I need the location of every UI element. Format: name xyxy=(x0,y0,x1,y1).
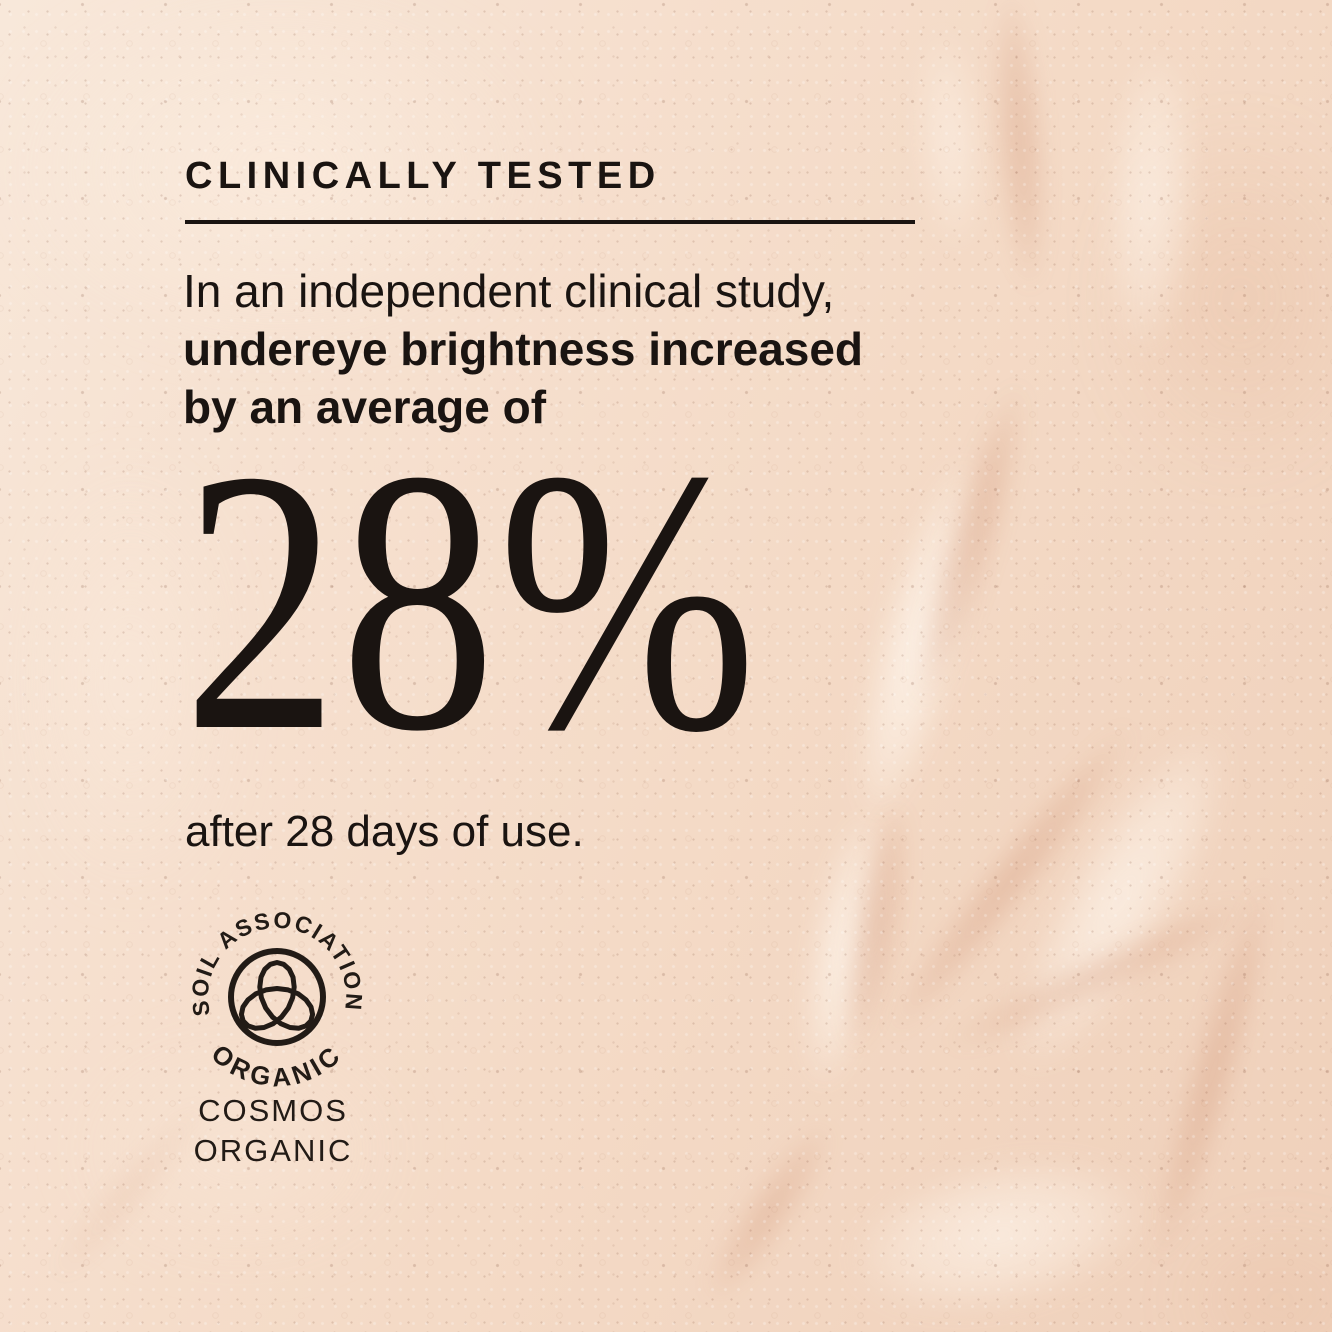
cosmos-organic-label: COSMOS ORGANIC xyxy=(163,1091,383,1171)
logo-ring-circle xyxy=(228,948,326,1046)
cosmos-label-line-1: COSMOS xyxy=(198,1093,348,1128)
statistic-caption: after 28 days of use. xyxy=(185,807,584,856)
statistic-value: 28% xyxy=(183,394,759,809)
intro-line-2: undereye brightness increased xyxy=(183,323,864,375)
cosmos-label-line-2: ORGANIC xyxy=(193,1133,353,1168)
intro-line-1: In an independent clinical study, xyxy=(183,265,835,317)
logo-trefoil-knot xyxy=(238,960,316,1031)
logo-arc-text-bottom: ORGANIC xyxy=(206,1038,348,1092)
study-intro: In an independent clinical study, undere… xyxy=(183,262,863,436)
heading-underline xyxy=(185,220,915,224)
logo-arc-text-bottom-path: ORGANIC xyxy=(206,1038,344,1092)
eyebrow-heading: CLINICALLY TESTED xyxy=(185,155,661,197)
soil-association-organic-logo: SOIL ASSOCIATION ORGANIC xyxy=(186,906,365,1092)
intro-line-3: by an average of xyxy=(183,381,547,433)
